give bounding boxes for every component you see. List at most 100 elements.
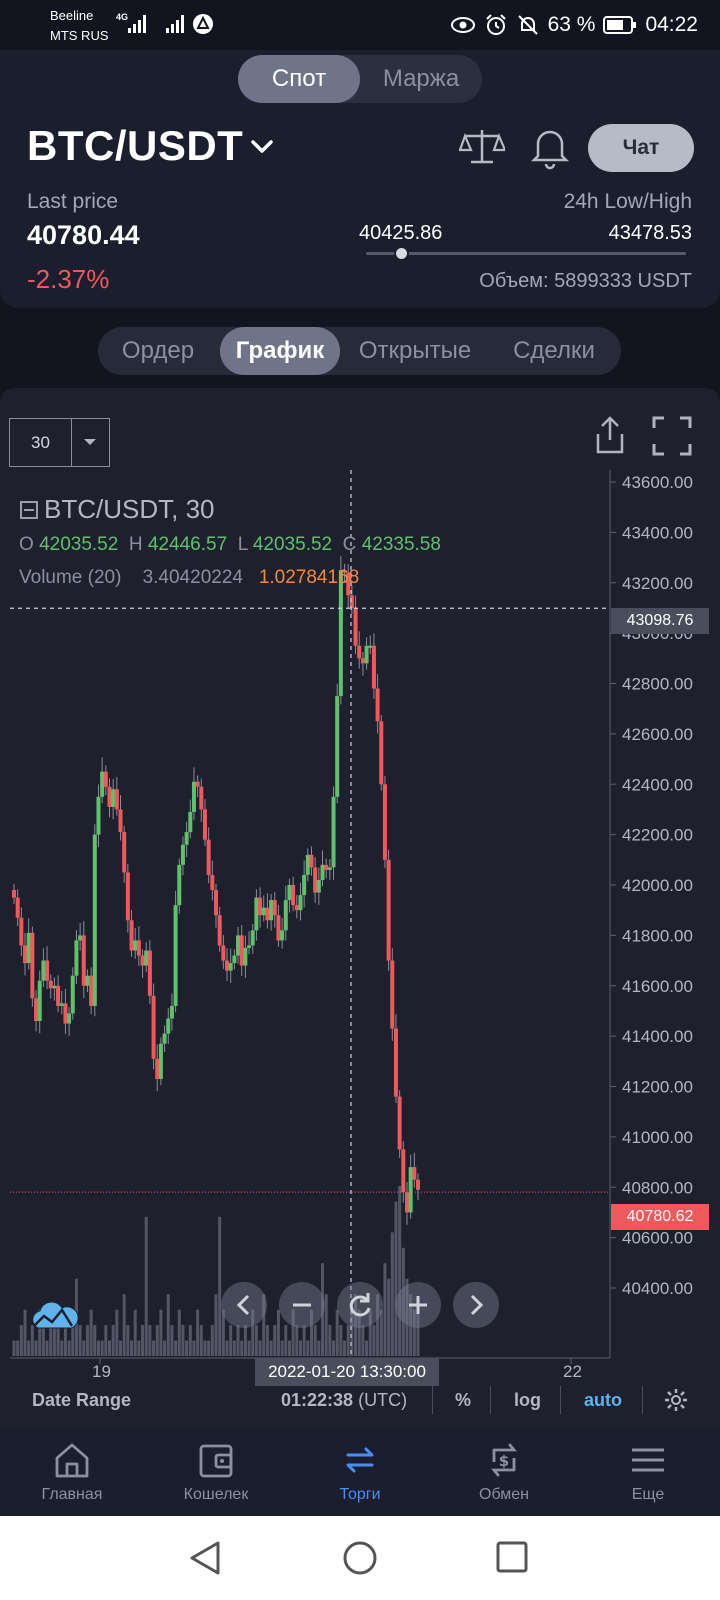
market-toggle: Спот Маржа xyxy=(238,55,482,103)
divider xyxy=(642,1386,643,1414)
reset-chart-button[interactable] xyxy=(337,1282,383,1328)
volume-bar xyxy=(119,1340,123,1356)
percent-toggle[interactable]: % xyxy=(455,1390,472,1410)
y-tick-label: 42200.00 xyxy=(622,826,693,845)
volume-bar xyxy=(126,1325,130,1356)
candle-body xyxy=(151,995,156,1059)
range-knob xyxy=(394,246,409,261)
zoom-out-button[interactable] xyxy=(279,1282,325,1328)
volume-bar xyxy=(196,1309,200,1356)
candle-body xyxy=(239,935,244,966)
volume-bar xyxy=(401,1247,405,1356)
crosshair-time-label: 2022-01-20 13:30:00 xyxy=(255,1358,439,1386)
trade-arrows-icon xyxy=(346,1447,374,1473)
home-circle-icon[interactable] xyxy=(342,1540,378,1576)
high-value: 43478.53 xyxy=(608,222,692,244)
chart-overlay-controls xyxy=(221,1282,501,1330)
nav-home[interactable]: Главная xyxy=(0,1428,144,1516)
nav-wallet[interactable]: Кошелек xyxy=(144,1428,288,1516)
auto-toggle[interactable]: auto xyxy=(584,1390,622,1410)
candle-body xyxy=(180,844,185,865)
fullscreen-icon[interactable] xyxy=(652,416,692,456)
tab-open[interactable]: Открытые xyxy=(358,337,472,364)
candle-body xyxy=(349,595,354,608)
volume-bar xyxy=(328,1325,332,1356)
settings-gear-icon[interactable] xyxy=(664,1388,688,1412)
collapse-icon[interactable] xyxy=(20,501,38,519)
volume-bar xyxy=(188,1325,192,1356)
volume-bar xyxy=(96,1340,100,1356)
candle-body xyxy=(368,645,373,648)
scales-icon[interactable] xyxy=(459,126,505,170)
nav-exchange-label: Обмен xyxy=(479,1486,529,1503)
chat-button[interactable]: Чат xyxy=(588,124,694,172)
margin-tab[interactable]: Маржа xyxy=(382,65,460,92)
zoom-in-button[interactable] xyxy=(395,1282,441,1328)
candle-body xyxy=(397,1096,402,1150)
y-tick-label: 40400.00 xyxy=(622,1279,693,1298)
candle-body xyxy=(390,960,395,1029)
volume-bar xyxy=(12,1340,16,1356)
y-tick-label: 42600.00 xyxy=(622,725,693,744)
chart-clock[interactable]: 01:22:38 (UTC) xyxy=(281,1390,407,1411)
exchange-icon: $ xyxy=(491,1443,517,1477)
chevron-down-icon[interactable] xyxy=(250,138,274,156)
scroll-back-button[interactable] xyxy=(221,1282,267,1328)
volume-bar xyxy=(284,1325,288,1356)
volume-bar xyxy=(133,1309,137,1356)
candle-body xyxy=(360,658,365,664)
spot-tab[interactable]: Спот xyxy=(238,55,360,103)
candlestick-chart[interactable]: 43600.0043400.0043200.0043000.0042800.00… xyxy=(0,470,720,1380)
pair-title[interactable]: BTC/USDT xyxy=(27,122,244,169)
alarm-icon xyxy=(485,14,506,35)
interval-select[interactable]: 30 xyxy=(9,418,110,467)
nav-more[interactable]: Еще xyxy=(576,1428,720,1516)
log-toggle[interactable]: log xyxy=(514,1390,541,1410)
candle-body xyxy=(371,645,376,689)
volume-bar xyxy=(368,1309,372,1356)
volume-bar xyxy=(262,1294,266,1356)
caret-down-icon xyxy=(84,439,96,445)
volume-bar xyxy=(251,1309,255,1356)
candle-body xyxy=(214,890,218,916)
candle-body xyxy=(254,897,259,931)
nav-trade[interactable]: Торги xyxy=(288,1428,432,1516)
volume-label: Volume (20) xyxy=(19,567,122,588)
volume-bar xyxy=(321,1263,325,1356)
scroll-forward-button[interactable] xyxy=(453,1282,499,1328)
volume-bar xyxy=(309,1309,313,1356)
volume-bar xyxy=(155,1325,159,1356)
candle-body xyxy=(309,854,314,868)
date-range-button[interactable]: Date Range xyxy=(32,1390,132,1410)
y-tick-label: 43200.00 xyxy=(622,574,693,593)
volume-bar xyxy=(398,1186,402,1356)
volume-bar xyxy=(383,1263,387,1356)
tab-order[interactable]: Ордер xyxy=(121,337,195,364)
candle-body xyxy=(74,940,79,976)
divider xyxy=(490,1386,491,1414)
y-tick-label: 42000.00 xyxy=(622,876,693,895)
nav-exchange[interactable]: $ Обмен xyxy=(432,1428,576,1516)
candle-body xyxy=(89,975,94,1006)
volume-bar xyxy=(27,1340,31,1356)
tab-chart[interactable]: График xyxy=(220,327,340,375)
tab-trades[interactable]: Сделки xyxy=(513,337,595,364)
volume-bar xyxy=(280,1340,284,1356)
volume-bar xyxy=(152,1340,156,1356)
chart-bottom-toolbar: Date Range 01:22:38 (UTC) % log auto xyxy=(0,1380,720,1424)
net-type: 4G xyxy=(116,12,129,22)
volume-bar xyxy=(343,1340,347,1356)
candle-body xyxy=(166,1018,171,1034)
back-triangle-icon[interactable] xyxy=(188,1540,222,1576)
l-label: L xyxy=(237,534,248,555)
last-price-label: Last price xyxy=(27,190,119,213)
volume-bar xyxy=(265,1325,269,1356)
recents-square-icon[interactable] xyxy=(495,1540,529,1574)
bell-icon[interactable] xyxy=(530,126,570,170)
volume-bar xyxy=(144,1216,148,1356)
share-icon[interactable] xyxy=(592,414,628,456)
volume-bar xyxy=(67,1340,71,1356)
candle-body xyxy=(305,854,310,875)
volume-bar xyxy=(60,1340,64,1356)
volume-bar xyxy=(23,1309,27,1356)
